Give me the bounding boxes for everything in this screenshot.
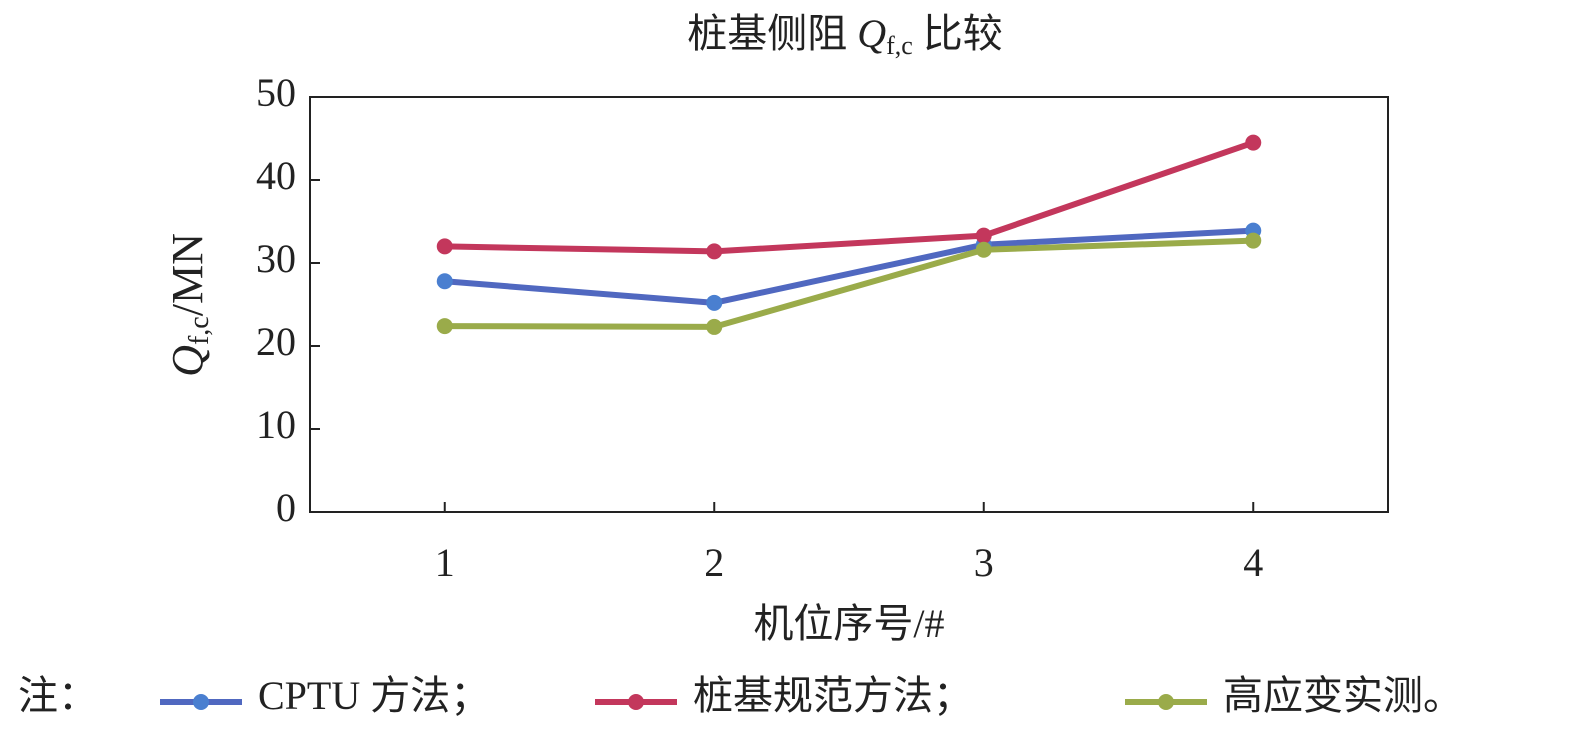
point — [436, 318, 453, 335]
point — [706, 318, 723, 335]
y-label-subscript: f,c — [184, 316, 215, 345]
point — [436, 273, 453, 290]
legend-marker — [628, 694, 644, 710]
legend-marker — [1158, 694, 1174, 710]
legend-label: 高应变实测。 — [1223, 673, 1463, 718]
legend-marker — [193, 694, 209, 710]
x-tick-label: 1 — [435, 540, 455, 585]
point — [706, 294, 723, 311]
y-label-symbol: Q — [163, 345, 212, 377]
y-label-unit: /MN — [163, 233, 212, 316]
x-tick-label: 2 — [704, 540, 724, 585]
point — [1245, 232, 1262, 249]
y-axis-label: Qf,c/MN — [163, 233, 215, 377]
point — [1245, 134, 1262, 151]
legend-label: CPTU 方法； — [258, 673, 490, 718]
plot-frame — [309, 96, 1389, 513]
legend-label: 桩基规范方法； — [693, 673, 973, 718]
y-tick-label: 0 — [276, 485, 296, 530]
y-tick-label: 30 — [256, 236, 296, 281]
series-line — [444, 139, 1255, 255]
y-tick-label: 40 — [256, 153, 296, 198]
point — [975, 227, 992, 244]
y-tick-label: 10 — [256, 402, 296, 447]
title-symbol: Q — [857, 11, 886, 56]
title-text: 桩基侧阻 — [687, 11, 847, 56]
series-line — [444, 227, 1254, 306]
series-line — [444, 237, 1254, 330]
legend-note: 注： — [18, 673, 98, 718]
point — [975, 241, 992, 258]
title-suffix: 比较 — [923, 11, 1003, 56]
x-tick-label: 3 — [974, 540, 994, 585]
point — [706, 243, 723, 260]
point — [436, 238, 453, 255]
x-axis-label: 机位序号/# — [753, 601, 944, 646]
title-subscript: f,c — [886, 31, 913, 60]
y-tick-label: 20 — [256, 319, 296, 364]
x-tick-label: 4 — [1243, 540, 1263, 585]
chart-title: 桩基侧阻 Qf,c 比较 — [687, 11, 1003, 66]
y-tick-label: 50 — [256, 70, 296, 115]
